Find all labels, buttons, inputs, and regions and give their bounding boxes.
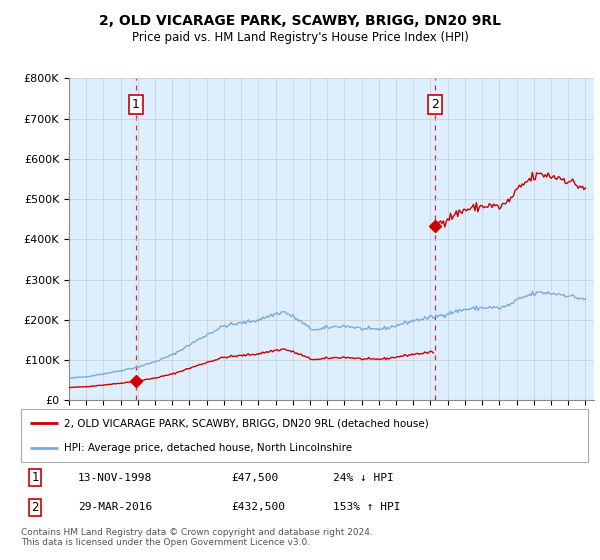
- Text: 1: 1: [131, 97, 140, 111]
- Text: 29-MAR-2016: 29-MAR-2016: [78, 502, 152, 512]
- Text: Price paid vs. HM Land Registry's House Price Index (HPI): Price paid vs. HM Land Registry's House …: [131, 31, 469, 44]
- Text: 24% ↓ HPI: 24% ↓ HPI: [333, 473, 394, 483]
- Text: 2: 2: [431, 97, 439, 111]
- Text: 2: 2: [31, 501, 39, 514]
- Text: 2, OLD VICARAGE PARK, SCAWBY, BRIGG, DN20 9RL: 2, OLD VICARAGE PARK, SCAWBY, BRIGG, DN2…: [99, 14, 501, 28]
- Text: Contains HM Land Registry data © Crown copyright and database right 2024.
This d: Contains HM Land Registry data © Crown c…: [21, 528, 373, 547]
- Text: HPI: Average price, detached house, North Lincolnshire: HPI: Average price, detached house, Nort…: [64, 442, 352, 452]
- Text: 13-NOV-1998: 13-NOV-1998: [78, 473, 152, 483]
- Text: £432,500: £432,500: [231, 502, 285, 512]
- Text: 2, OLD VICARAGE PARK, SCAWBY, BRIGG, DN20 9RL (detached house): 2, OLD VICARAGE PARK, SCAWBY, BRIGG, DN2…: [64, 418, 428, 428]
- FancyBboxPatch shape: [21, 409, 588, 462]
- Text: 153% ↑ HPI: 153% ↑ HPI: [333, 502, 400, 512]
- Text: £47,500: £47,500: [231, 473, 278, 483]
- Text: 1: 1: [31, 471, 39, 484]
